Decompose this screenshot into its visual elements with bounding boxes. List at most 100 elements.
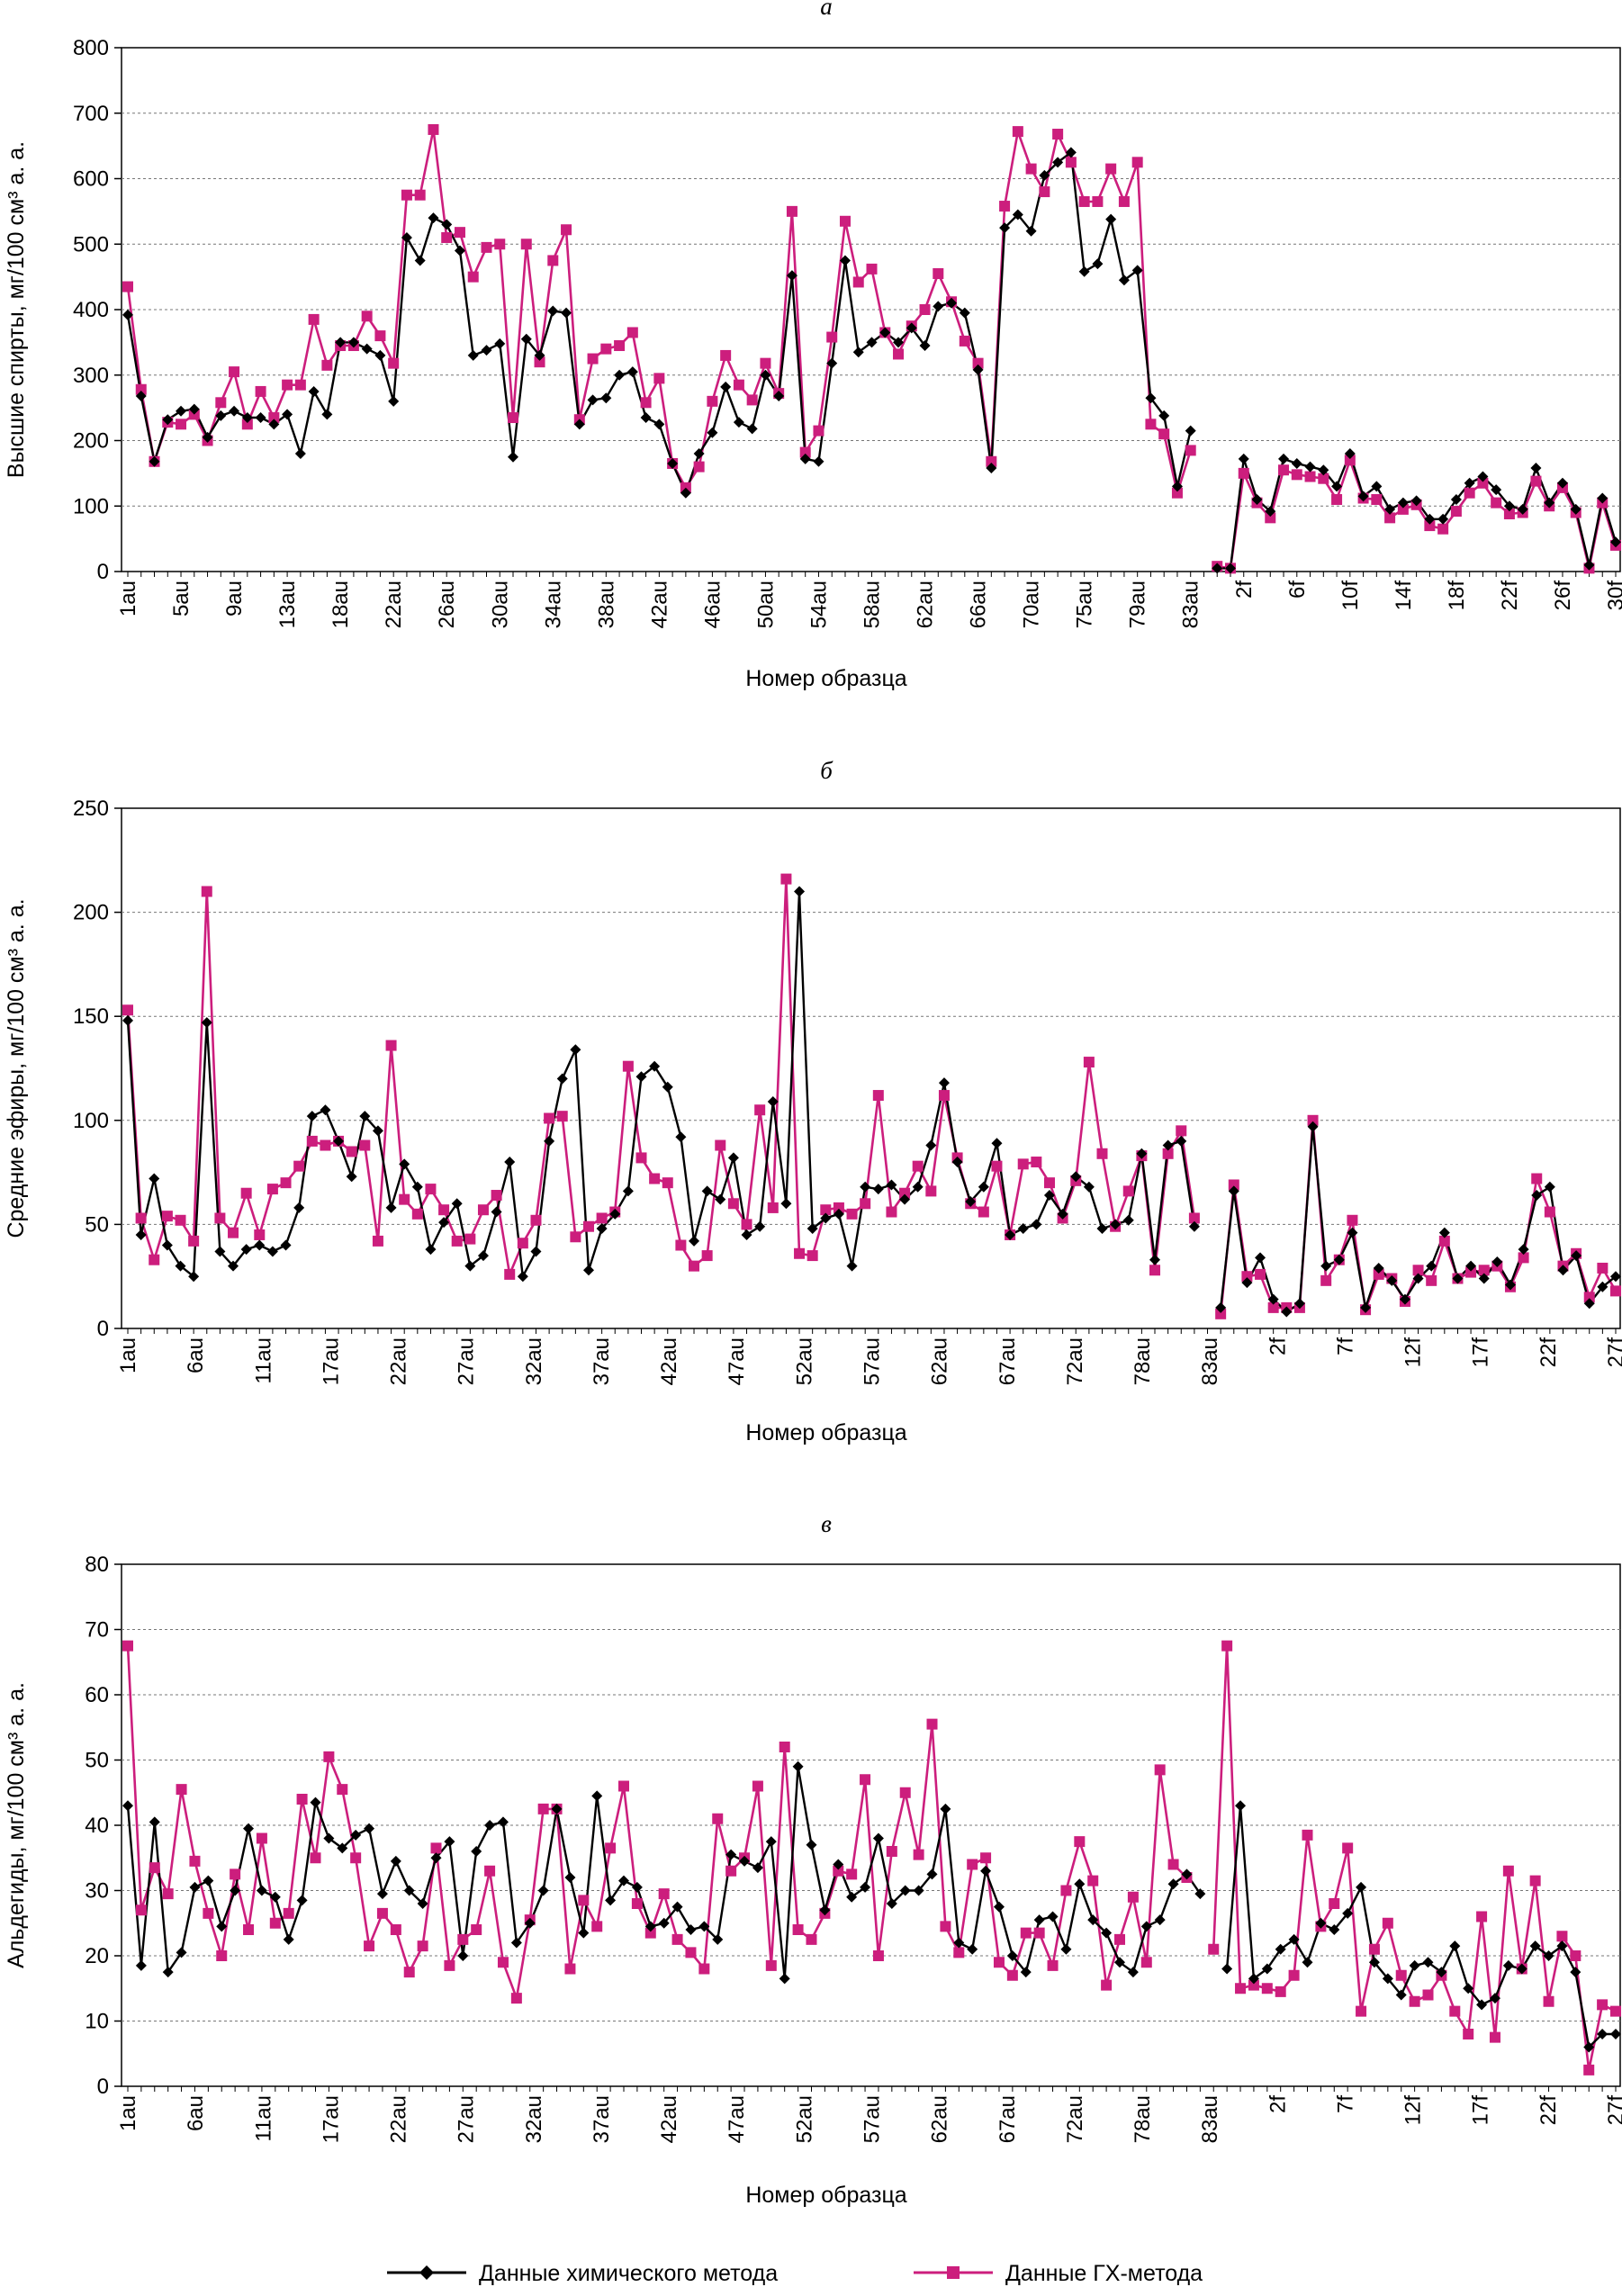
data-point-chemical bbox=[833, 1208, 844, 1220]
markers-a bbox=[122, 123, 1621, 574]
data-point-chemical bbox=[1450, 493, 1462, 505]
grid-c bbox=[122, 1629, 1620, 2021]
data-point-gc bbox=[508, 412, 519, 424]
data-point-gc bbox=[959, 335, 970, 347]
x-tick-label: 58au bbox=[861, 581, 885, 628]
data-point-chemical bbox=[385, 1202, 397, 1213]
data-point-chemical bbox=[701, 1185, 713, 1197]
x-axis-title-c: Номер образца bbox=[745, 2183, 906, 2208]
data-point-gc bbox=[1267, 1301, 1279, 1313]
data-point-gc bbox=[578, 1895, 590, 1906]
data-point-chemical bbox=[544, 1135, 555, 1147]
data-point-chemical bbox=[1597, 492, 1608, 504]
data-point-gc bbox=[561, 224, 572, 236]
data-point-chemical bbox=[1489, 1993, 1500, 2004]
data-point-chemical bbox=[698, 1921, 710, 1932]
x-tick-label: 2f bbox=[1266, 2095, 1290, 2113]
data-point-chemical bbox=[972, 364, 984, 375]
data-point-gc bbox=[1278, 464, 1290, 476]
data-point-gc bbox=[229, 366, 240, 378]
y-tick-label: 50 bbox=[85, 1749, 109, 1773]
data-point-gc bbox=[1096, 1148, 1108, 1159]
data-point-gc bbox=[792, 1924, 804, 1935]
y-tick-label: 400 bbox=[73, 298, 109, 322]
data-point-chemical bbox=[534, 349, 545, 361]
data-point-chemical bbox=[1610, 2029, 1621, 2039]
data-point-chemical bbox=[1281, 1306, 1293, 1318]
data-point-chemical bbox=[1436, 1967, 1447, 1978]
data-point-chemical bbox=[591, 1790, 603, 1802]
data-point-gc bbox=[1255, 1268, 1266, 1280]
data-point-gc bbox=[1188, 1212, 1200, 1224]
data-point-gc bbox=[671, 1933, 683, 1945]
data-point-chemical bbox=[886, 1179, 897, 1191]
x-tick-label: 7f bbox=[1333, 1337, 1357, 1355]
x-tick-label: 66au bbox=[967, 581, 991, 628]
data-point-gc bbox=[1304, 471, 1316, 482]
x-tick-label: 1au bbox=[116, 581, 140, 617]
data-point-chemical bbox=[1070, 1171, 1082, 1183]
data-point-chemical bbox=[162, 414, 174, 426]
data-point-gc bbox=[537, 1803, 549, 1814]
x-tick-label: 11au bbox=[251, 1337, 275, 1384]
data-point-gc bbox=[1409, 1995, 1420, 2007]
data-point-gc bbox=[1185, 445, 1196, 456]
data-point-gc bbox=[1052, 129, 1064, 140]
data-point-chemical bbox=[1412, 1273, 1424, 1284]
data-point-gc bbox=[991, 1160, 1003, 1172]
data-point-chemical bbox=[388, 395, 400, 407]
data-point-gc bbox=[243, 1924, 255, 1935]
data-point-chemical bbox=[1570, 1967, 1581, 1978]
data-point-gc bbox=[320, 1139, 331, 1151]
data-point-chemical bbox=[1065, 147, 1077, 158]
data-point-gc bbox=[1518, 1252, 1529, 1264]
data-point-chemical bbox=[1426, 1260, 1437, 1272]
data-point-gc bbox=[1544, 1206, 1555, 1218]
data-point-chemical bbox=[899, 1193, 911, 1205]
data-point-gc bbox=[471, 1924, 482, 1935]
data-point-gc bbox=[306, 1135, 318, 1147]
x-tick-label: 6f bbox=[1285, 581, 1310, 599]
data-point-gc bbox=[1176, 1125, 1187, 1137]
data-point-chemical bbox=[376, 1888, 388, 1900]
x-tick-label: 30au bbox=[488, 581, 512, 628]
data-point-gc bbox=[635, 1152, 647, 1164]
data-point-gc bbox=[712, 1813, 724, 1824]
data-point-gc bbox=[256, 1832, 267, 1844]
data-point-chemical bbox=[561, 307, 572, 319]
data-point-gc bbox=[591, 1921, 603, 1932]
data-point-gc bbox=[826, 331, 838, 343]
data-point-chemical bbox=[1422, 1957, 1434, 1968]
data-point-gc bbox=[1060, 1885, 1072, 1896]
data-point-chemical bbox=[1293, 1298, 1305, 1310]
data-point-gc bbox=[1105, 163, 1117, 175]
x-tick-label: 47au bbox=[725, 2095, 749, 2143]
data-point-gc bbox=[122, 281, 133, 293]
x-tick-label: 5au bbox=[169, 581, 194, 617]
data-point-gc bbox=[786, 205, 797, 217]
data-point-chemical bbox=[1409, 1959, 1420, 1971]
y-tick-label: 80 bbox=[85, 1553, 109, 1577]
data-point-gc bbox=[1238, 467, 1249, 479]
data-point-chemical bbox=[1020, 1967, 1032, 1978]
data-point-chemical bbox=[1344, 448, 1356, 460]
data-point-chemical bbox=[1556, 477, 1568, 489]
data-point-gc bbox=[754, 1104, 766, 1116]
data-point-chemical bbox=[1140, 1921, 1152, 1932]
data-point-gc bbox=[216, 1950, 228, 1961]
data-point-gc bbox=[1215, 1308, 1227, 1319]
data-point-gc bbox=[925, 1185, 937, 1197]
data-point-gc bbox=[933, 267, 944, 279]
data-point-gc bbox=[1368, 1943, 1380, 1955]
data-point-gc bbox=[600, 343, 612, 355]
data-point-chemical bbox=[310, 1796, 321, 1808]
plot-frame-b bbox=[121, 807, 1621, 1329]
series-line-chemical bbox=[1225, 1805, 1616, 2048]
data-point-chemical bbox=[1437, 513, 1449, 525]
data-point-gc bbox=[913, 1849, 924, 1860]
x-tick-label: 18au bbox=[329, 581, 353, 628]
x-tick-label: 22f bbox=[1536, 2095, 1561, 2126]
x-tick-label: 42au bbox=[657, 1337, 681, 1385]
data-point-chemical bbox=[1395, 1989, 1407, 2001]
data-point-gc bbox=[1384, 512, 1396, 524]
